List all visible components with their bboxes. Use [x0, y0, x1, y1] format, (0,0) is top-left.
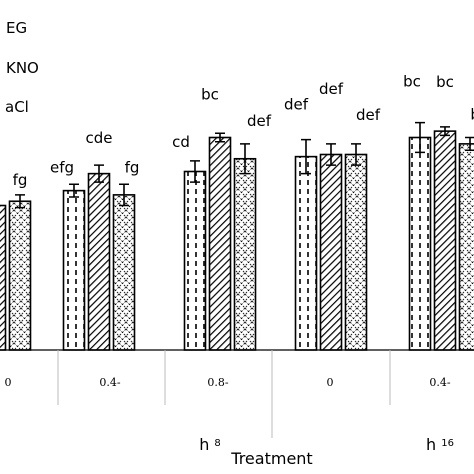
- legend-entry: aCl: [5, 98, 29, 116]
- tick-label: 0: [327, 376, 334, 389]
- bar: [62, 189, 86, 351]
- bar: [87, 172, 111, 351]
- significance-label: def: [247, 112, 272, 130]
- tick-label: 0.4-: [429, 376, 450, 389]
- significance-label: cd: [172, 133, 190, 151]
- significance-label: bc: [436, 73, 454, 91]
- error-bar: [190, 160, 200, 183]
- legend: EG KNO aCl: [5, 19, 39, 116]
- significance-label: def: [356, 106, 381, 124]
- bar: [233, 157, 257, 351]
- error-bar: [415, 121, 425, 154]
- bars-layer: gefgcddefbcgcdebcdefbcfgfgdefdefbcd: [0, 73, 474, 351]
- tick-label: 0.4-: [99, 376, 120, 389]
- group-label: h 8: [199, 435, 221, 454]
- bar: [208, 136, 232, 351]
- bar: [8, 200, 32, 351]
- x-axis-label: Treatment: [230, 449, 312, 468]
- bar: [344, 153, 368, 351]
- legend-entry: KNO: [6, 59, 39, 77]
- bar: [112, 194, 136, 351]
- bar: [294, 155, 318, 351]
- significance-label: def: [319, 80, 344, 98]
- bar: [0, 204, 7, 351]
- error-bar: [240, 143, 250, 175]
- bar: [319, 153, 343, 351]
- bar: [408, 136, 432, 351]
- error-bar: [215, 132, 225, 143]
- significance-label: efg: [50, 158, 74, 176]
- error-bar: [326, 143, 336, 166]
- legend-entry: EG: [6, 19, 27, 37]
- tick-label: 0: [5, 376, 12, 389]
- significance-label: bc: [201, 85, 219, 103]
- error-bar: [94, 164, 104, 183]
- significance-label: bcd: [470, 106, 474, 124]
- bar: [183, 170, 207, 351]
- error-bar: [15, 194, 25, 209]
- significance-label: fg: [125, 158, 140, 176]
- error-bar: [119, 183, 129, 207]
- bar: [458, 143, 474, 351]
- error-bar: [301, 138, 311, 175]
- group-label: h 16: [426, 435, 454, 454]
- x-axis: 0 0.4- 0.8- 0 0.4- h 8 h 16: [0, 349, 474, 454]
- significance-label: bc: [403, 73, 421, 91]
- bar: [433, 130, 457, 351]
- error-bar: [440, 126, 450, 137]
- significance-label: def: [284, 96, 309, 114]
- error-bar: [351, 143, 361, 166]
- error-bar: [465, 136, 474, 152]
- error-bar: [69, 183, 79, 198]
- significance-label: cde: [86, 129, 113, 147]
- tick-label: 0.8-: [207, 376, 228, 389]
- significance-label: fg: [13, 171, 28, 189]
